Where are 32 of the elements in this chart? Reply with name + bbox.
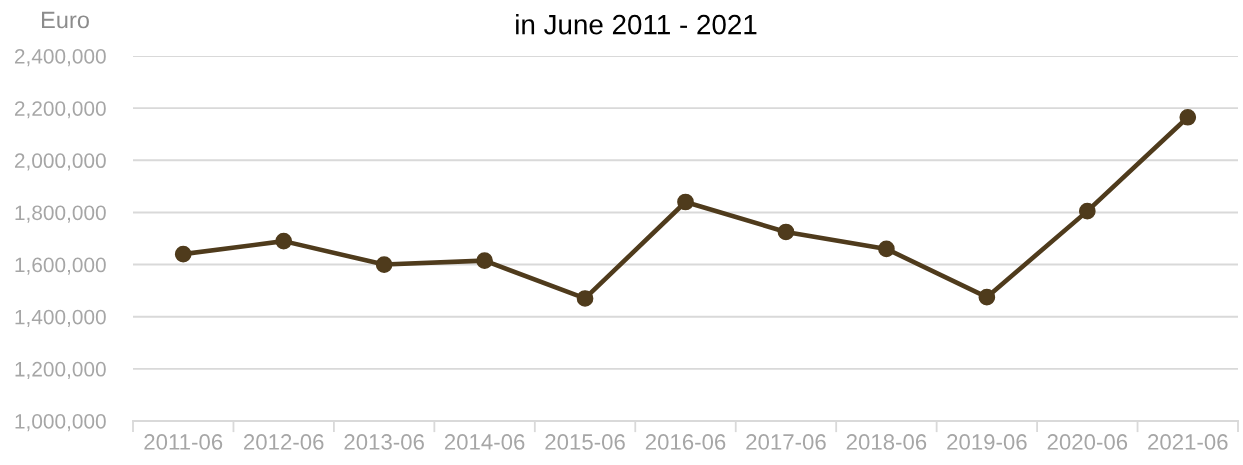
- y-tick-label: 2,400,000: [14, 49, 106, 67]
- x-tick-label: 2016-06: [645, 434, 726, 450]
- y-tick-label: 1,200,000: [15, 361, 106, 380]
- x-tick-label: 2017-06: [746, 434, 826, 450]
- point: [777, 223, 795, 241]
- chart-title: in June 2011 - 2021: [516, 14, 757, 35]
- y-axis-title: Euro: [42, 11, 89, 29]
- y-tick-label: 1,600,000: [15, 257, 106, 275]
- y-tick-label: 1,800,000: [15, 205, 106, 223]
- x-tick-label: 2011-06: [144, 434, 223, 450]
- point: [476, 252, 493, 269]
- point: [978, 288, 996, 306]
- x-tick-label: 2019-06: [947, 434, 1027, 450]
- x-tick-label: 2015-06: [545, 434, 625, 450]
- point: [275, 232, 293, 250]
- x-tick-label: 2021-06: [1148, 434, 1228, 450]
- y-tick-label: 1,000,000: [15, 414, 106, 432]
- point: [576, 290, 594, 307]
- x-tick-label: 2018-06: [846, 434, 927, 450]
- x-tick-label: 2012-06: [244, 434, 324, 450]
- point: [878, 240, 895, 258]
- y-tick-label: 1,400,000: [15, 309, 106, 327]
- y-tick-label: 2,000,000: [14, 153, 106, 171]
- point: [1179, 108, 1197, 126]
- x-tick-label: 2013-06: [344, 434, 424, 450]
- x-tick-label: 2014-06: [444, 434, 525, 450]
- point: [375, 256, 393, 273]
- x-tick-label: 2020-06: [1047, 434, 1128, 450]
- y-tick-label: 2,200,000: [14, 101, 106, 119]
- point: [174, 245, 192, 263]
- point: [1078, 202, 1096, 220]
- point: [677, 193, 694, 211]
